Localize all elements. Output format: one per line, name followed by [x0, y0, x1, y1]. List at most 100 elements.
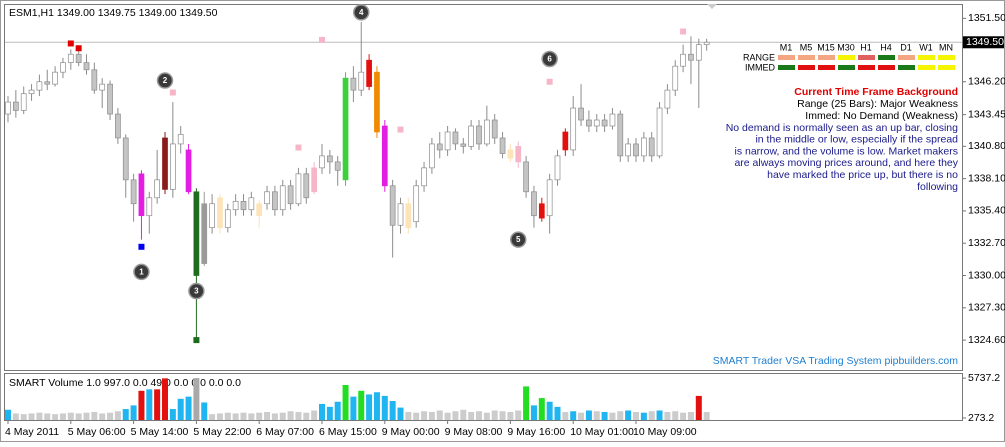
panel-cell	[838, 55, 855, 60]
candle-body	[640, 137, 647, 157]
candle-body	[350, 77, 357, 91]
candle-body	[334, 161, 341, 171]
volume-bar	[232, 413, 239, 420]
volume-bar	[287, 411, 294, 420]
panel-cell	[918, 55, 935, 60]
y-tick-label: 1346.20	[968, 76, 1005, 88]
chart-title: ESM1,H1 1349.00 1349.75 1349.00 1349.50	[9, 7, 218, 19]
panel-column: H4	[880, 42, 892, 52]
panel-cell	[798, 65, 815, 70]
volume-bar	[216, 413, 223, 420]
candle-body	[287, 185, 294, 205]
candle-body	[405, 203, 412, 229]
candle-body	[170, 143, 176, 190]
candle-body	[586, 119, 592, 127]
volume-bar	[633, 411, 639, 420]
panel-column: D1	[900, 42, 912, 52]
scroll-marker	[707, 4, 717, 9]
volume-bar	[515, 410, 522, 420]
candle-body	[452, 131, 459, 145]
volume-bar	[554, 406, 561, 420]
volume-bar	[295, 411, 302, 420]
volume-bar	[114, 411, 121, 420]
volume-bar	[648, 411, 655, 420]
volume-bar	[373, 392, 380, 420]
volume-bar	[193, 378, 200, 420]
volume-bar	[91, 411, 98, 420]
volume-bar	[5, 409, 11, 420]
signal-badge	[541, 50, 558, 68]
marker	[295, 144, 302, 151]
candle-body	[319, 155, 325, 169]
candle-body	[695, 44, 702, 61]
marker	[75, 45, 82, 52]
candle-body	[460, 143, 467, 147]
candle-body	[515, 145, 522, 163]
volume-bar	[687, 411, 694, 420]
candle-body	[436, 143, 443, 151]
candle-body	[279, 185, 286, 211]
panel-cell	[898, 65, 915, 70]
candle-body	[138, 173, 145, 217]
panel-description: in the middle or low, especially if the …	[755, 134, 958, 146]
panel-cell	[858, 65, 875, 70]
x-tick-label: 9 May 08:00	[445, 426, 503, 438]
candle-body	[107, 83, 113, 115]
candle-body	[507, 149, 514, 159]
y-tick-label: 1343.45	[968, 108, 1005, 120]
y-tick-label: 273.2	[968, 412, 994, 424]
x-tick-label: 5 May 14:00	[131, 426, 189, 438]
y-tick-label: 1332.70	[968, 237, 1005, 249]
volume-bar	[491, 410, 498, 420]
candle-body	[60, 62, 66, 73]
panel-line: Immed: No Demand (Weakness)	[805, 110, 958, 122]
panel-cell	[938, 65, 955, 70]
candle-body	[303, 173, 310, 199]
volume-bar	[75, 413, 82, 420]
candle-body	[389, 185, 396, 226]
candle-body	[177, 134, 184, 145]
signal-badge	[188, 282, 205, 300]
panel-line: Range (25 Bars): Major Weakness	[797, 98, 958, 110]
panel-cell	[818, 65, 835, 70]
volume-bar	[664, 411, 671, 420]
volume-bar	[279, 412, 286, 420]
signal-label: 3	[194, 287, 199, 296]
signal-label: 5	[516, 235, 521, 244]
x-tick-label: 9 May 00:00	[382, 426, 440, 438]
current-price-box	[963, 36, 1004, 49]
panel-description: have marked the price up, but there is n…	[767, 169, 958, 181]
volume-bar	[107, 412, 114, 420]
candle-body	[578, 107, 584, 121]
candle-body	[130, 179, 137, 205]
panel-column: MN	[939, 42, 953, 52]
candle-body	[562, 131, 569, 151]
panel-row: IMMED	[745, 62, 775, 72]
candle-body	[240, 201, 247, 211]
volume-bar	[358, 390, 365, 420]
volume-bar	[59, 413, 66, 420]
signal-label: 6	[547, 55, 552, 64]
candle-body	[484, 119, 490, 145]
panel-cell	[818, 55, 835, 60]
y-tick-label: 5737.2	[968, 372, 1000, 384]
marker	[138, 243, 145, 250]
candle-body	[295, 173, 302, 205]
marker	[169, 89, 176, 96]
candle-body	[28, 89, 35, 95]
candle-body	[162, 137, 168, 190]
candle-body	[248, 197, 255, 211]
panel-cell	[778, 65, 795, 70]
volume-bar	[366, 394, 373, 420]
candle-body	[413, 185, 420, 223]
candle-body	[52, 71, 58, 85]
x-tick-label: 9 May 16:00	[507, 426, 565, 438]
volume-bar	[421, 411, 428, 420]
panel-cell	[798, 55, 815, 60]
x-tick-label: 10 May 09:00	[633, 426, 697, 438]
candle-body	[617, 113, 624, 157]
signal-label: 4	[359, 8, 364, 17]
volume-bar	[609, 412, 616, 420]
volume-bar	[209, 414, 216, 420]
